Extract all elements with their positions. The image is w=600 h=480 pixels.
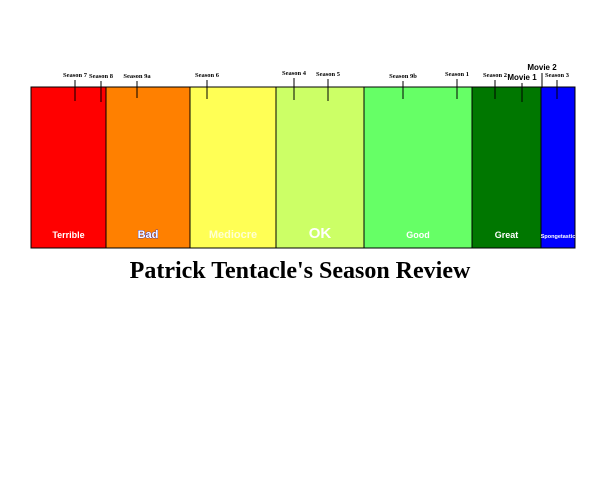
zone-label-good: Good	[406, 230, 430, 240]
zone-ok	[275, 86, 365, 249]
zone-label-terrible: Terrible	[52, 230, 84, 240]
zone-mediocre	[189, 86, 277, 249]
zone-label-ok: OK	[309, 225, 332, 242]
marker-label-season-1: Season 1	[445, 71, 469, 78]
season-markers: Season 7 Season 8 Season 9a Season 6 Season …	[63, 63, 570, 102]
marker-label-season-7: Season 7	[63, 72, 88, 79]
zone-good	[363, 86, 473, 249]
zone-label-spongetastic: Spongetastic	[541, 234, 576, 240]
marker-label-movie-2: Movie 2	[527, 63, 557, 72]
marker-label-season-2: Season 2	[483, 72, 507, 79]
zone-label-great: Great	[495, 230, 519, 240]
marker-label-season-8: Season 8	[89, 73, 114, 80]
zone-terrible	[30, 86, 107, 249]
zone-spongetastic	[540, 86, 576, 249]
zone-great	[471, 86, 542, 249]
marker-label-season-9b: Season 9b	[389, 73, 417, 80]
marker-label-season-6: Season 6	[195, 72, 220, 79]
marker-label-season-5: Season 5	[316, 71, 341, 78]
zone-bad	[105, 86, 191, 249]
marker-label-season-3: Season 3	[545, 72, 570, 79]
marker-label-movie-1: Movie 1	[507, 73, 537, 82]
marker-label-season-4: Season 4	[282, 70, 307, 77]
zone-label-mediocre: Mediocre	[209, 229, 257, 241]
rating-scale-bar: Terrible Bad Mediocre OK Good Great Spongetast…	[30, 86, 576, 249]
marker-label-season-9a: Season 9a	[123, 73, 151, 80]
page-title: Patrick Tentacle's Season Review	[129, 258, 471, 284]
zone-label-bad: Bad	[138, 229, 159, 241]
